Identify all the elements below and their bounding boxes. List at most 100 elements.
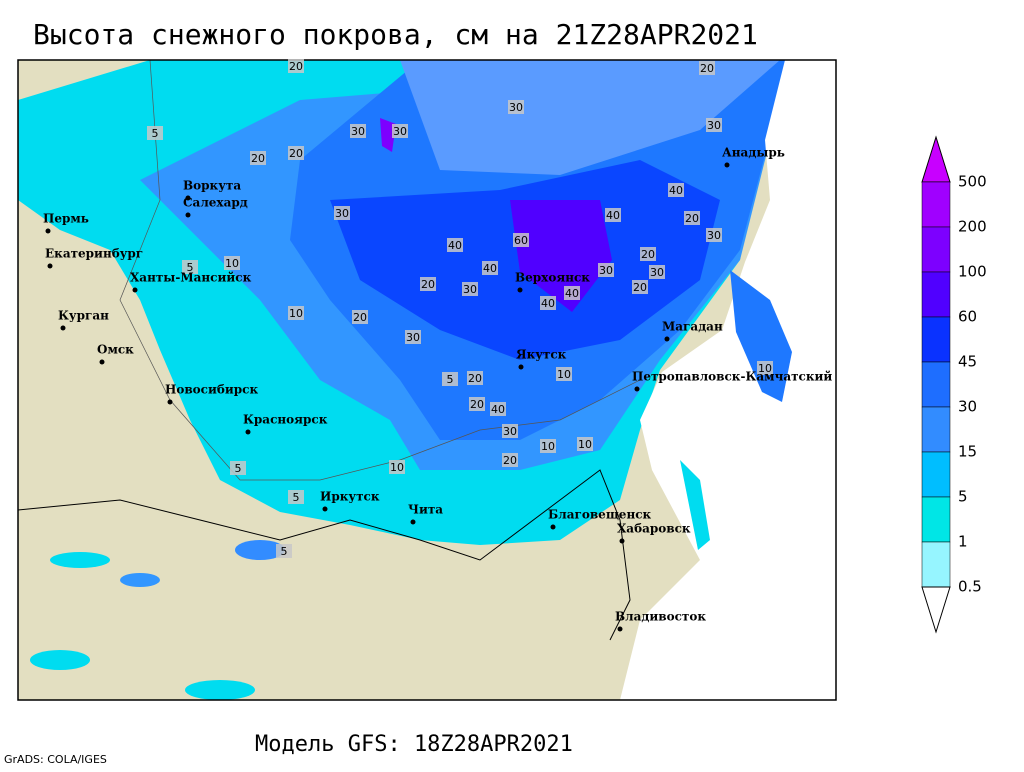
contour-label: 20: [503, 454, 517, 467]
colorbar-label: 1: [958, 533, 968, 551]
city-label: Салехард: [183, 196, 248, 210]
contour-label-bg: [405, 330, 421, 344]
contour-label: 10: [578, 438, 592, 451]
contour-label: 30: [599, 264, 613, 277]
contour-label: 5: [187, 261, 194, 274]
contour-label: 20: [468, 372, 482, 385]
snow-patch: [50, 552, 110, 568]
city-dot: [518, 364, 524, 370]
contour-label: 20: [700, 62, 714, 75]
city-dot: [185, 195, 191, 201]
contour-label-bg: [632, 280, 648, 294]
city-label: Новосибирск: [165, 383, 258, 397]
city-label: Курган: [58, 309, 109, 323]
city-dot: [60, 325, 66, 331]
contour-label: 10: [758, 362, 772, 375]
city-dot: [617, 626, 623, 632]
colorbar-band: [921, 181, 951, 228]
contour-label-bg: [288, 490, 304, 504]
contour-label: 5: [293, 491, 300, 504]
city-label: Анадырь: [722, 146, 785, 160]
colorbar-label: 100: [958, 263, 987, 281]
snow-area: [510, 200, 612, 312]
map-frame: [17, 59, 837, 701]
contour-label: 40: [483, 262, 497, 275]
city-dot: [619, 538, 625, 544]
contour-label: 30: [650, 266, 664, 279]
contour-label: 5: [447, 373, 454, 386]
city-label: Иркутск: [320, 490, 380, 504]
contour-label-bg: [757, 361, 773, 375]
contour-label: 40: [541, 297, 555, 310]
contour-label: 10: [225, 257, 239, 270]
snow-patch: [120, 573, 160, 587]
city-dot: [322, 506, 328, 512]
city-dot: [724, 162, 730, 168]
contour-label: 30: [351, 125, 365, 138]
contour-label: 30: [406, 331, 420, 344]
contour-label-bg: [706, 228, 722, 242]
contour-label: 60: [514, 234, 528, 247]
border: [18, 469, 631, 641]
contour-label-bg: [540, 296, 556, 310]
contour-label-bg: [147, 126, 163, 140]
city-label: Петропавловск-Камчатский: [632, 370, 832, 384]
contour-label-bg: [420, 277, 436, 291]
city-label: Омск: [97, 343, 134, 357]
contour-label: 30: [503, 425, 517, 438]
contour-label-bg: [598, 263, 614, 277]
ocean: [620, 60, 836, 700]
contour-label-bg: [392, 124, 408, 138]
contour-label-bg: [502, 453, 518, 467]
contour-label-bg: [288, 306, 304, 320]
contour-label: 10: [289, 307, 303, 320]
colorbar-label: 0.5: [958, 578, 982, 596]
contour-label: 20: [470, 398, 484, 411]
sea-ice: [400, 60, 780, 175]
contour-label-bg: [540, 439, 556, 453]
city-dot: [167, 399, 173, 405]
contour-label-bg: [469, 397, 485, 411]
border: [119, 60, 641, 481]
city-dot: [45, 228, 51, 234]
title: Высота снежного покрова, см на 21Z28APR2…: [33, 18, 758, 51]
footer: Модель GFS: 18Z28APR2021: [255, 732, 573, 757]
contour-label-bg: [482, 261, 498, 275]
contour-label-bg: [182, 260, 198, 274]
snow-patch: [235, 540, 285, 560]
contour-label: 30: [707, 119, 721, 132]
contour-label-bg: [556, 367, 572, 381]
contour-label-bg: [250, 151, 266, 165]
city-label: Воркута: [183, 179, 241, 193]
colorbar-band: [921, 226, 951, 273]
colorbar-label: 30: [958, 398, 977, 416]
contour-label: 40: [606, 209, 620, 222]
contour-label-bg: [508, 100, 524, 114]
contour-label-bg: [442, 372, 458, 386]
contour-label: 20: [289, 147, 303, 160]
contour-label-bg: [352, 310, 368, 324]
contour-label-bg: [502, 424, 518, 438]
contour-label-bg: [288, 146, 304, 160]
contour-label-bg: [389, 460, 405, 474]
colorbar-cap: [921, 135, 951, 183]
contour-label-bg: [564, 286, 580, 300]
city-label: Владивосток: [615, 610, 706, 624]
city-dot: [517, 287, 523, 293]
colorbar-label: 500: [958, 173, 987, 191]
contour-label: 10: [557, 368, 571, 381]
contour-label: 30: [509, 101, 523, 114]
contour-label-bg: [699, 61, 715, 75]
contour-label: 5: [235, 462, 242, 475]
city-dot: [99, 359, 105, 365]
colorbar-label: 15: [958, 443, 977, 461]
contour-label-bg: [288, 59, 304, 73]
colorbar-band: [921, 406, 951, 453]
contour-label-bg: [467, 371, 483, 385]
city-dot: [634, 386, 640, 392]
colorbar-band: [921, 541, 951, 588]
contour-label: 20: [353, 311, 367, 324]
contour-label: 20: [633, 281, 647, 294]
colorbar-band: [921, 271, 951, 318]
